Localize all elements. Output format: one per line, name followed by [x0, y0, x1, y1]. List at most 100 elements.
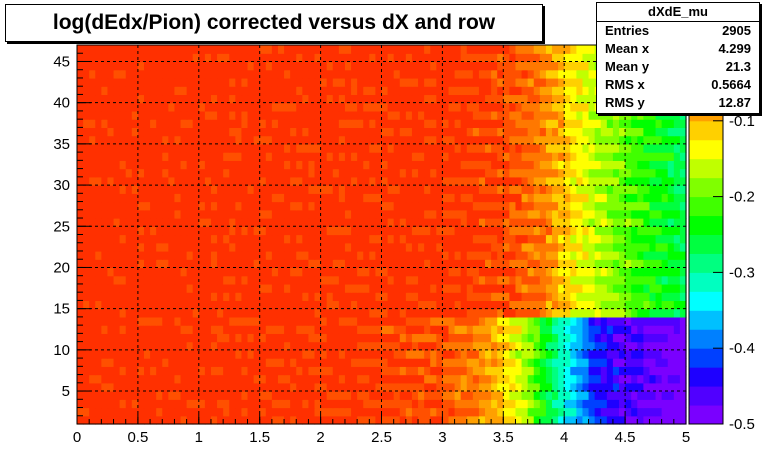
heatmap-cell: [125, 193, 133, 203]
heatmap-cell: [533, 358, 541, 367]
heatmap-cell: [119, 259, 127, 269]
heatmap-cell: [454, 61, 462, 71]
heatmap-cell: [125, 275, 133, 285]
heatmap-cell: [235, 341, 243, 351]
heatmap-cell: [107, 349, 115, 359]
heatmap-cell: [131, 201, 139, 211]
heatmap-cell: [424, 399, 431, 409]
heatmap-cell: [612, 226, 620, 236]
heatmap-cell: [217, 341, 224, 351]
heatmap-cell: [673, 374, 681, 384]
heatmap-cell: [478, 119, 486, 128]
heatmap-cell: [448, 407, 456, 417]
heatmap-cell: [369, 86, 377, 96]
heatmap-cell: [448, 358, 456, 367]
heatmap-cell: [454, 267, 462, 277]
heatmap-cell: [204, 152, 212, 161]
heatmap-cell: [137, 176, 145, 186]
heatmap-cell: [637, 349, 644, 359]
heatmap-cell: [606, 160, 614, 170]
heatmap-cell: [472, 94, 480, 104]
heatmap-cell: [424, 160, 431, 170]
heatmap-cell: [83, 94, 90, 104]
heatmap-cell: [405, 185, 413, 194]
x-tick-label: 4.5: [615, 429, 636, 446]
heatmap-cell: [521, 201, 529, 211]
heatmap-cell: [460, 366, 468, 376]
heatmap-cell: [107, 374, 115, 384]
heatmap-cell: [430, 407, 437, 417]
heatmap-cell: [77, 374, 84, 384]
heatmap-cell: [588, 94, 596, 104]
heatmap-cell: [210, 341, 218, 351]
heatmap-cell: [186, 86, 194, 96]
heatmap-cell: [521, 316, 529, 326]
heatmap-cell: [588, 316, 596, 326]
heatmap-cell: [107, 185, 115, 194]
heatmap-cell: [673, 110, 681, 120]
heatmap-cell: [363, 176, 370, 186]
heatmap-cell: [594, 349, 602, 359]
heatmap-cell: [454, 399, 462, 409]
heatmap-cell: [326, 86, 334, 96]
heatmap-cell: [369, 292, 377, 302]
heatmap-cell: [515, 61, 523, 71]
heatmap-cell: [491, 333, 498, 343]
heatmap-cell: [570, 160, 577, 170]
heatmap-cell: [168, 399, 176, 409]
heatmap-cell: [217, 292, 224, 302]
heatmap-cell: [411, 193, 419, 203]
heatmap-cell: [308, 283, 316, 293]
heatmap-cell: [320, 242, 328, 252]
heatmap-cell: [338, 366, 346, 376]
heatmap-cell: [576, 382, 584, 392]
x-tick-label: 1.5: [249, 429, 270, 446]
heatmap-cell: [326, 193, 334, 203]
heatmap-cell: [576, 349, 584, 359]
heatmap-cell: [430, 275, 437, 285]
heatmap-cell: [448, 333, 456, 343]
heatmap-cell: [679, 415, 687, 425]
heatmap-cell: [478, 86, 486, 96]
heatmap-cell: [558, 110, 565, 120]
heatmap-cell: [491, 143, 498, 153]
heatmap-cell: [661, 201, 669, 211]
heatmap-cell: [387, 250, 395, 260]
heatmap-cell: [472, 259, 480, 269]
heatmap-cell: [162, 226, 169, 236]
heatmap-cell: [131, 292, 139, 302]
heatmap-cell: [460, 316, 468, 326]
heatmap-cell: [381, 152, 389, 161]
heatmap-cell: [186, 391, 194, 400]
heatmap-cell: [655, 218, 663, 227]
heatmap-cell: [107, 341, 115, 351]
x-tick-label: 2: [316, 429, 324, 446]
heatmap-cell: [424, 45, 431, 54]
heatmap-cell: [174, 325, 182, 334]
heatmap-cell: [204, 316, 212, 326]
heatmap-cell: [259, 325, 267, 334]
heatmap-cell: [509, 316, 517, 326]
heatmap-cell: [411, 119, 419, 128]
heatmap-cell: [503, 86, 510, 96]
heatmap-cell: [369, 53, 377, 63]
heatmap-cell: [271, 283, 279, 293]
heatmap-cell: [113, 102, 121, 112]
heatmap-cell: [143, 349, 151, 359]
heatmap-cell: [369, 259, 377, 269]
heatmap-cell: [320, 399, 328, 409]
heatmap-cell: [564, 333, 571, 343]
heatmap-cell: [637, 193, 644, 203]
heatmap-cell: [277, 193, 285, 203]
heatmap-cell: [241, 399, 249, 409]
heatmap-cell: [338, 316, 346, 326]
heatmap-cell: [460, 242, 468, 252]
heatmap-cell: [351, 234, 358, 244]
heatmap-cell: [430, 325, 437, 334]
heatmap-cell: [558, 53, 565, 63]
heatmap-cell: [661, 193, 669, 203]
heatmap-cell: [137, 250, 145, 260]
heatmap-cell: [357, 283, 364, 293]
heatmap-cell: [259, 143, 267, 153]
heatmap-cell: [150, 86, 157, 96]
